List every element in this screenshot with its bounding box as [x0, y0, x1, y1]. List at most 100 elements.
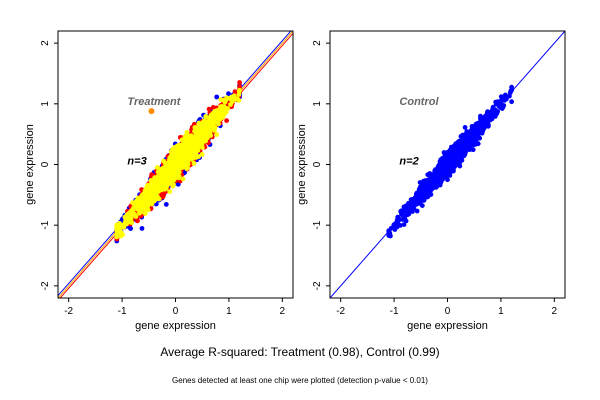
data-point	[130, 207, 135, 213]
data-point	[196, 122, 202, 128]
data-point	[196, 126, 202, 132]
data-point	[139, 226, 145, 231]
data-point	[425, 172, 431, 178]
treatment-scatter-panel: Treatment n=3 -2 -1 0 1 2 -2 -1 0 1 2 gene expressio…	[24, 30, 294, 332]
y-tick-label: -2	[40, 281, 51, 290]
data-point	[176, 158, 182, 164]
data-point	[123, 219, 128, 224]
data-point	[192, 128, 197, 134]
data-point	[203, 114, 209, 119]
x-tick-label: -1	[118, 306, 127, 317]
data-point	[203, 127, 209, 132]
data-point	[237, 80, 243, 85]
data-point	[168, 149, 174, 155]
data-point	[120, 232, 125, 238]
data-point	[135, 218, 140, 224]
data-point	[142, 199, 148, 205]
data-point	[162, 173, 168, 179]
data-point	[145, 204, 151, 210]
data-point	[135, 203, 141, 208]
x-tick-label: -2	[64, 306, 73, 317]
data-point	[196, 135, 202, 141]
data-point	[229, 94, 235, 100]
data-point	[205, 131, 211, 137]
data-points	[114, 80, 243, 244]
x-tick-label: 0	[173, 306, 179, 317]
data-point	[142, 211, 148, 216]
data-point	[192, 125, 198, 130]
data-point	[181, 138, 187, 144]
data-point	[121, 222, 127, 228]
data-point	[169, 177, 175, 183]
data-points	[386, 84, 514, 239]
data-point	[218, 104, 223, 110]
y-tick-label: 2	[40, 40, 51, 46]
data-point	[184, 129, 190, 135]
data-point	[462, 125, 468, 130]
data-point	[148, 181, 154, 187]
data-point	[406, 200, 411, 206]
data-point	[183, 134, 189, 140]
data-point	[167, 189, 173, 195]
data-point	[204, 122, 209, 128]
data-point	[438, 157, 444, 163]
data-point	[218, 97, 224, 102]
data-point	[128, 226, 134, 231]
data-point	[217, 109, 223, 114]
data-point	[507, 93, 512, 99]
sample-count-label: n=3	[127, 156, 146, 168]
data-point	[178, 155, 183, 160]
y-tick-label: 1	[40, 101, 51, 107]
data-point	[214, 132, 220, 138]
data-point	[191, 144, 197, 150]
data-point	[159, 183, 165, 189]
data-point	[171, 182, 176, 188]
data-point	[187, 152, 193, 158]
data-point	[161, 158, 167, 164]
data-point	[199, 152, 205, 157]
data-point	[222, 99, 228, 105]
data-point	[182, 144, 188, 150]
data-point	[437, 182, 443, 188]
plot-area	[330, 31, 565, 298]
data-point	[226, 91, 231, 97]
data-point	[237, 87, 243, 93]
data-point	[419, 203, 425, 209]
data-point	[171, 161, 177, 167]
data-point	[224, 118, 230, 123]
data-point	[198, 142, 204, 147]
x-tick-label: 2	[280, 306, 286, 317]
data-point	[170, 171, 176, 177]
data-point	[214, 94, 220, 100]
data-point	[177, 164, 183, 170]
group-label: Treatment	[127, 96, 181, 108]
data-point	[135, 199, 141, 205]
data-point	[164, 181, 169, 186]
y-tick-label: 0	[40, 161, 51, 167]
data-point	[146, 196, 152, 202]
data-point	[155, 165, 160, 170]
data-point	[232, 89, 238, 95]
data-point	[234, 96, 240, 102]
data-point	[149, 172, 155, 178]
data-point	[445, 177, 450, 183]
data-point	[165, 166, 170, 172]
data-point	[141, 207, 147, 212]
data-point	[229, 99, 235, 104]
y-tick-label: -1	[40, 220, 51, 229]
data-point	[145, 192, 151, 198]
x-tick-label: 1	[226, 306, 232, 317]
plot-area	[58, 31, 293, 298]
data-point	[180, 176, 186, 182]
data-point	[149, 189, 155, 195]
data-point	[395, 218, 400, 223]
data-point	[509, 99, 514, 105]
data-point	[116, 227, 122, 233]
data-point	[167, 159, 173, 165]
data-point	[208, 116, 214, 121]
data-point	[114, 233, 120, 239]
y-axis-label: gene expression	[24, 124, 36, 205]
data-point	[163, 202, 169, 207]
data-point	[126, 213, 132, 218]
